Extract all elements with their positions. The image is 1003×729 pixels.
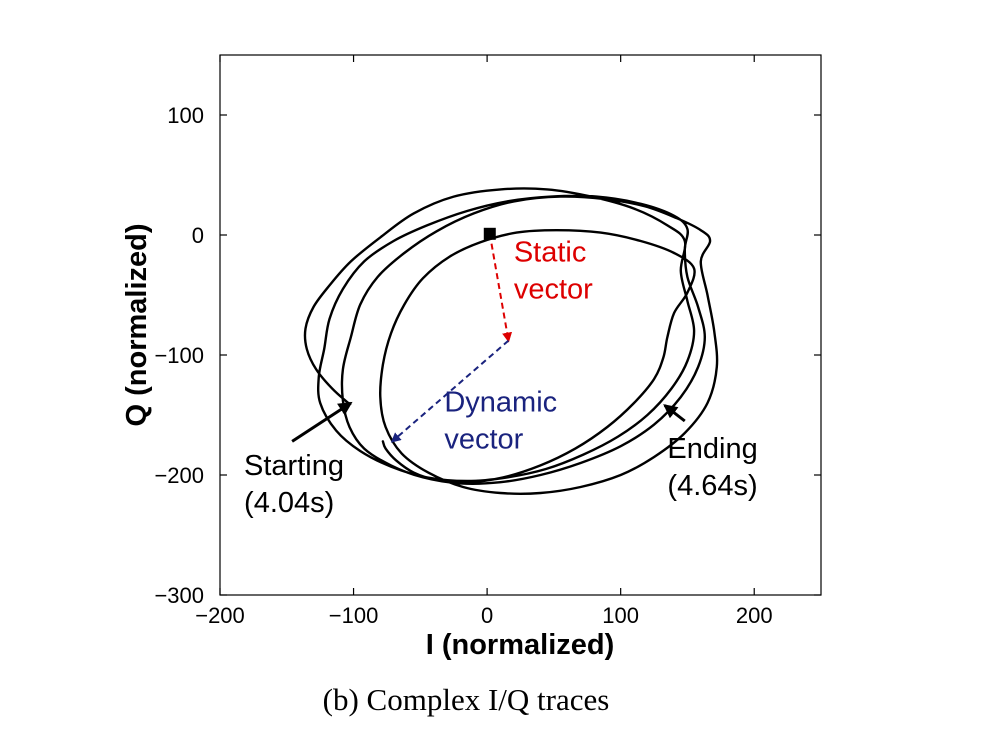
ending-label-line: Ending [667, 433, 757, 465]
y-tick-label: 100 [167, 103, 204, 128]
starting-label: Starting (4.04s) [244, 450, 344, 519]
dynamic-vector-label-line: Dynamic [444, 386, 557, 418]
x-tick-label: −100 [329, 603, 379, 628]
y-axis-label: Q (normalized) [121, 223, 153, 426]
x-axis-label: I (normalized) [426, 629, 615, 661]
starting-label-line: (4.04s) [244, 487, 334, 519]
annotations-layer: Static vector Dynamic vector Starting (4.04s)… [244, 236, 758, 519]
x-tick-label: 200 [736, 603, 773, 628]
dynamic-vector-arrow [390, 339, 510, 443]
axis-ticks [219, 55, 821, 596]
x-tick-label: 0 [481, 603, 493, 628]
ending-arrow [663, 404, 686, 423]
plot-area [219, 54, 822, 596]
x-tick-label: 100 [602, 603, 639, 628]
y-tick-label: −200 [154, 463, 204, 488]
markers-layer [483, 227, 496, 240]
ending-label: Ending (4.64s) [667, 433, 757, 502]
figure-caption: (b) Complex I/Q traces [323, 682, 610, 717]
starting-label-line: Starting [244, 450, 344, 482]
starting-arrow [291, 401, 353, 443]
x-tick-label: −200 [195, 603, 245, 628]
ending-label-line: (4.64s) [667, 470, 757, 502]
dynamic-vector-label: Dynamic vector [444, 386, 557, 455]
y-tick-label: −100 [154, 343, 204, 368]
origin-marker [483, 227, 496, 240]
y-tick-label: −300 [154, 583, 204, 608]
vectors-layer [291, 233, 686, 443]
iq-trace-line [303, 187, 719, 495]
static-vector-label: Static vector [514, 236, 593, 305]
dynamic-vector-label-line: vector [444, 423, 523, 455]
static-vector-label-line: vector [514, 273, 593, 305]
static-vector-arrow [488, 233, 513, 343]
y-tick-label: 0 [192, 223, 204, 248]
static-vector-label-line: Static [514, 236, 587, 268]
